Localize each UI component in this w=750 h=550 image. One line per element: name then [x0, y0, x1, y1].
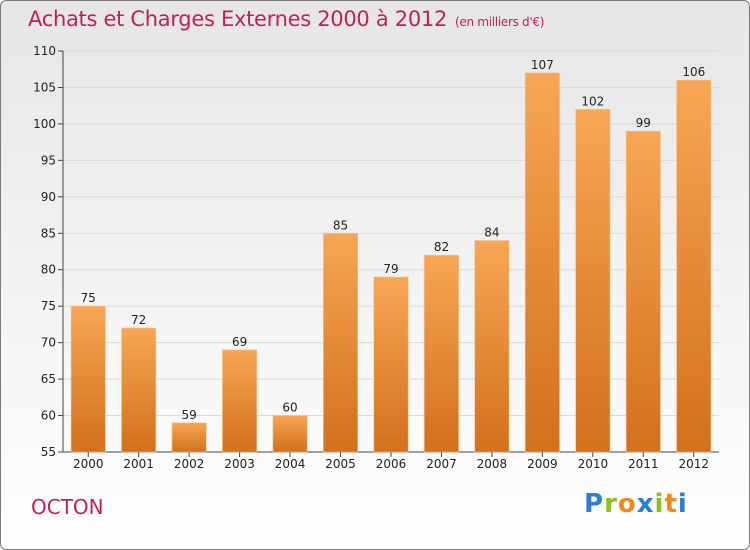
x-tick-label: 2002	[174, 457, 205, 471]
y-tick-label: 85	[41, 226, 56, 240]
bar	[121, 327, 157, 453]
x-tick-label: 2011	[628, 457, 659, 471]
bar	[272, 415, 308, 453]
x-tick-label: 2008	[477, 457, 508, 471]
y-tick-label: 110	[33, 44, 56, 58]
data-label: 85	[333, 218, 348, 232]
logo-letter: r	[604, 489, 618, 519]
data-labels: 75 72 59 69 60 85 79 82 84 107 102 99 106	[81, 58, 706, 422]
y-tick-label: 60	[41, 409, 56, 423]
x-tick-label: 2003	[224, 457, 255, 471]
bar	[323, 232, 358, 453]
data-label: 75	[81, 291, 96, 305]
x-tick-label: 2009	[527, 457, 558, 471]
x-tick-label: 2006	[376, 457, 407, 471]
y-tick-label: 95	[41, 153, 56, 167]
bar	[575, 109, 611, 453]
y-tick-label: 100	[33, 117, 56, 131]
x-tick-label: 2000	[73, 457, 104, 471]
bar	[474, 240, 510, 453]
x-tick-label: 2012	[678, 457, 709, 471]
bar	[373, 276, 409, 453]
data-label: 82	[434, 240, 449, 254]
logo-letter: i	[654, 489, 665, 519]
data-label: 69	[232, 335, 247, 349]
y-tick-label: 65	[41, 372, 56, 386]
data-label: 79	[383, 262, 398, 276]
chart-title-text: Achats et Charges Externes 2000 à 2012	[28, 7, 448, 31]
bar	[676, 79, 712, 453]
x-tick-label: 2001	[123, 457, 154, 471]
x-tick-label: 2010	[578, 457, 609, 471]
data-label: 84	[484, 226, 499, 240]
logo-letter: i	[677, 489, 688, 519]
data-label: 102	[581, 94, 604, 108]
chart-subtitle: (en milliers d'€)	[455, 15, 545, 29]
bar	[625, 130, 661, 453]
y-tick-label: 55	[41, 445, 56, 459]
y-tick-label: 90	[41, 190, 56, 204]
x-tick-label: 2007	[426, 457, 457, 471]
bars	[70, 72, 712, 453]
data-label: 72	[131, 313, 146, 327]
bar	[524, 72, 560, 453]
logo-letter: P	[584, 489, 605, 519]
bar	[424, 254, 459, 453]
proxiti-logo[interactable]: Proxiti	[584, 489, 688, 519]
data-label: 106	[682, 65, 705, 79]
chart-title: Achats et Charges Externes 2000 à 2012 (e…	[28, 7, 544, 31]
logo-letter: o	[617, 489, 637, 519]
data-label: 107	[531, 58, 554, 72]
x-tick-label: 2005	[325, 457, 356, 471]
y-tick-label: 70	[41, 336, 56, 350]
town-name: OCTON	[31, 495, 104, 519]
y-tick-label: 75	[41, 299, 56, 313]
logo-letter: t	[664, 489, 678, 519]
data-label: 60	[282, 401, 297, 415]
logo-letter: x	[636, 489, 655, 519]
data-label: 99	[636, 116, 651, 130]
y-tick-label: 80	[41, 263, 56, 277]
y-tick-label: 105	[33, 80, 56, 94]
bar	[171, 422, 207, 453]
x-tick-label: 2004	[275, 457, 306, 471]
data-label: 59	[182, 408, 197, 422]
bar	[222, 349, 258, 453]
bar	[70, 305, 106, 453]
